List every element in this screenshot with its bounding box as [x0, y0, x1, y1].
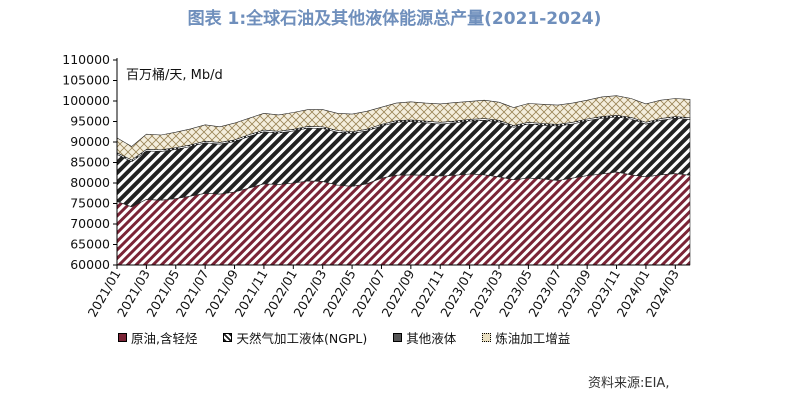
legend-item-ngpl: 天然气加工液体(NGPL) [223, 328, 367, 347]
y-tick-label: 90000 [70, 134, 110, 149]
area-layer [116, 95, 691, 266]
legend-swatch-other [393, 333, 403, 342]
legend-item-refinery: 炼油加工增益 [482, 328, 570, 347]
y-tick-label: 65000 [70, 237, 110, 252]
y-tick-label: 85000 [70, 155, 110, 170]
y-tick-label: 100000 [62, 93, 110, 108]
y-tick-label: 75000 [70, 196, 110, 211]
legend-swatch-crude [118, 333, 127, 342]
legend-swatch-ngpl [223, 333, 233, 342]
legend-item-other: 其他液体 [393, 328, 456, 347]
y-tick-label: 80000 [70, 175, 110, 190]
y-tick-label: 110000 [62, 52, 110, 67]
chart-title: 图表 1:全球石油及其他液体能源总产量(2021-2024) [187, 9, 602, 29]
legend-swatch-refinery [482, 333, 492, 342]
unit-label: 百万桶/天, Mb/d [126, 68, 223, 83]
legend-label-ngpl: 天然气加工液体(NGPL) [236, 331, 368, 346]
legend-label-crude: 原油,含轻烃 [131, 331, 198, 346]
y-tick-label: 60000 [70, 257, 110, 272]
source-note: 资料来源:EIA, [588, 376, 670, 391]
legend-label-refinery: 炼油加工增益 [495, 331, 571, 346]
legend: 原油,含轻烃 天然气加工液体(NGPL) 其他液体 炼油加工增益 [118, 328, 570, 347]
area-refinery [116, 95, 691, 161]
y-tick-label: 105000 [62, 73, 110, 88]
y-tick-label: 70000 [70, 216, 110, 231]
y-tick-label: 95000 [70, 114, 110, 129]
legend-label-other: 其他液体 [406, 331, 457, 346]
legend-item-crude: 原油,含轻烃 [118, 328, 197, 347]
